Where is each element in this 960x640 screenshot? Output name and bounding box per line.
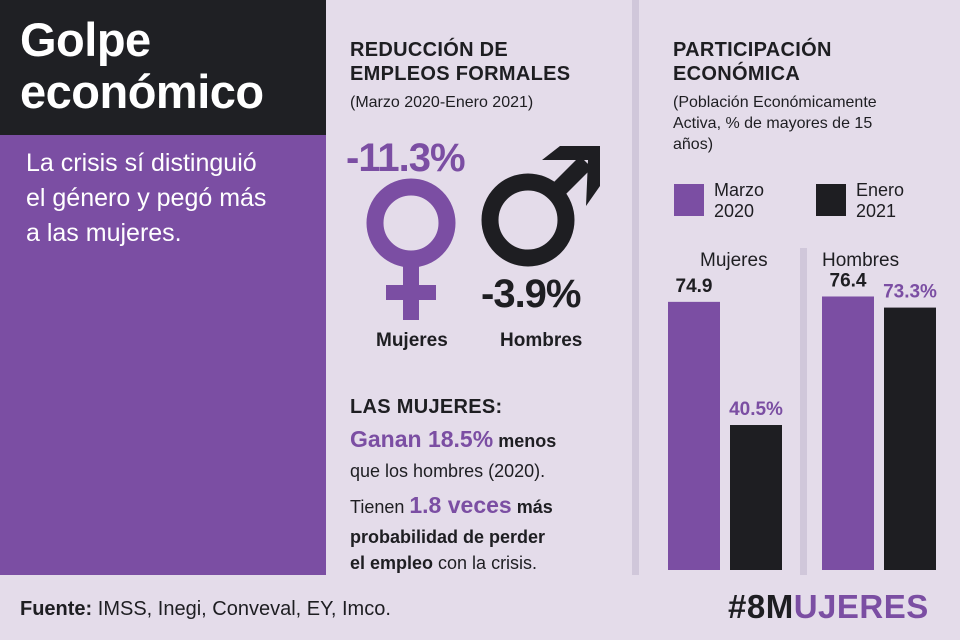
hashtag-part: UJERES (793, 588, 929, 625)
reduction-panel (326, 0, 632, 575)
page-title: Golpe económico (20, 14, 320, 118)
bar (884, 307, 936, 570)
participation-subtitle-line: años) (673, 136, 714, 153)
title-panel (0, 0, 326, 135)
page-subtitle: La crisis sí distinguió el género y pegó… (26, 146, 316, 251)
legend-label-march: Marzo 2020 (714, 180, 764, 222)
source-text: IMSS, Inegi, Conveval, EY, Imco. (92, 598, 391, 620)
participation-subtitle-line: Activa, % de mayores de 15 (673, 115, 873, 132)
bar-value-label: 76.4 (830, 270, 867, 291)
participation-title-line: PARTICIPACIÓN (673, 39, 832, 61)
subtitle-panel (0, 135, 326, 575)
legend-label-line: Marzo (714, 180, 765, 200)
reduction-title-line: REDUCCIÓN DE (350, 39, 509, 61)
hashtag-part: #8M (728, 588, 794, 625)
fact-text: el empleo (350, 553, 434, 573)
fact-line: el empleo con la crisis. (350, 552, 620, 574)
title-line: Golpe (20, 13, 151, 66)
footer (0, 575, 960, 640)
title-line: económico (20, 65, 264, 118)
fact-text: más (511, 497, 553, 517)
bar (668, 301, 720, 570)
women-reduction-value: -11.3% (346, 136, 466, 180)
legend-swatch-january (816, 184, 846, 216)
bar-value-label: 73.3% (883, 282, 937, 303)
category-label: Mujeres (700, 250, 768, 271)
subtitle-line: La crisis sí distinguió (26, 149, 257, 177)
category-separator (800, 248, 807, 575)
women-facts-heading: LAS MUJERES: (350, 396, 503, 418)
legend-label-line: 2021 (856, 201, 897, 221)
bar-value-label: 40.5% (729, 399, 783, 420)
panel-divider (632, 0, 639, 575)
fact-highlight: 1.8 veces (409, 492, 512, 518)
reduction-period: (Marzo 2020-Enero 2021) (350, 94, 534, 111)
subtitle-line: a las mujeres. (26, 219, 182, 247)
bar (730, 425, 782, 570)
fact-line: Ganan 18.5% menos (350, 428, 620, 452)
fact-line: Tienen 1.8 veces más (350, 494, 620, 518)
source-note: Fuente: IMSS, Inegi, Conveval, EY, Imco. (20, 598, 391, 621)
hashtag: #8MUJERES (728, 588, 929, 626)
bar-value-label: 74.9 (676, 276, 713, 297)
women-label: Mujeres (376, 330, 448, 351)
reduction-title: REDUCCIÓN DE EMPLEOS FORMALES (350, 38, 570, 86)
fact-text: Tienen (350, 497, 410, 517)
fact-text: menos (493, 431, 557, 451)
legend-label-line: Enero (856, 180, 905, 200)
fact-line: que los hombres (2020). (350, 461, 546, 481)
bar (822, 296, 874, 570)
participation-subtitle-line: (Población Económicamente (673, 94, 877, 111)
legend-label-line: 2020 (714, 201, 755, 221)
fact-line: probabilidad de perder (350, 527, 546, 547)
fact-highlight: Ganan 18.5% (350, 426, 494, 452)
participation-title: PARTICIPACIÓN ECONÓMICA (673, 38, 832, 86)
participation-subtitle: (Población Económicamente Activa, % de m… (673, 92, 877, 155)
legend-swatch-march (674, 184, 704, 216)
category-label: Hombres (822, 250, 899, 271)
fact-text: con la crisis. (433, 553, 538, 573)
subtitle-line: el género y pegó más (26, 184, 267, 212)
source-label: Fuente: (20, 598, 93, 620)
legend-label-january: Enero 2021 (856, 180, 904, 222)
men-label: Hombres (500, 330, 583, 351)
men-reduction-value: -3.9% (481, 272, 581, 316)
reduction-title-line: EMPLEOS FORMALES (350, 63, 571, 85)
participation-title-line: ECONÓMICA (673, 63, 801, 85)
